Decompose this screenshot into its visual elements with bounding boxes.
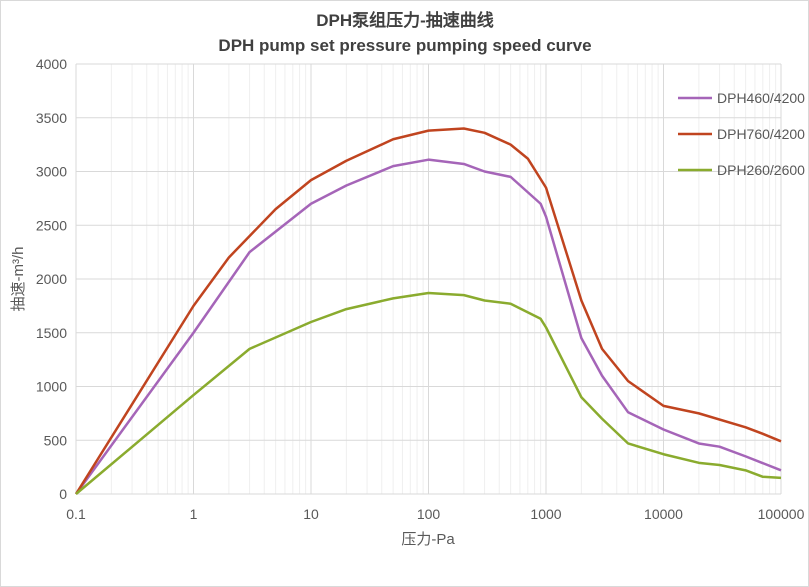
- x-tick-label: 0.1: [66, 506, 86, 522]
- x-tick-label: 100: [417, 506, 441, 522]
- x-tick-label: 10: [303, 506, 319, 522]
- legend-label: DPH760/4200: [717, 126, 805, 142]
- y-tick-label: 1500: [36, 325, 67, 341]
- tick-labels: 0 500 1000 1500 2000 2500 3000 3500 4000 0.1 1 10 10…: [36, 56, 805, 522]
- x-axis-label: 压力-Pa: [401, 531, 455, 548]
- series-line-DPH460-4200: [74, 158, 782, 495]
- y-tick-label: 4000: [36, 56, 67, 72]
- grid: [75, 63, 782, 495]
- y-tick-label: 3000: [36, 164, 67, 180]
- legend-label: DPH460/4200: [717, 90, 805, 106]
- y-tick-label: 3500: [36, 110, 67, 126]
- legend-label: DPH260/2600: [717, 162, 805, 178]
- legend: DPH460/4200 DPH760/4200 DPH260/2600: [678, 90, 805, 178]
- x-tick-label: 100000: [758, 506, 805, 522]
- y-axis-label: 抽速-m³/h: [10, 247, 27, 312]
- chart-subtitle: DPH pump set pressure pumping speed curv…: [218, 36, 591, 55]
- y-tick-label: 1000: [36, 379, 67, 395]
- chart-title: DPH泵组压力-抽速曲线: [316, 10, 494, 30]
- y-tick-label: 2500: [36, 217, 67, 233]
- x-tick-label: 1: [190, 506, 198, 522]
- y-tick-label: 500: [44, 432, 68, 448]
- x-tick-label: 1000: [530, 506, 561, 522]
- series-lines: [74, 127, 782, 495]
- x-tick-label: 10000: [644, 506, 683, 522]
- y-tick-label: 2000: [36, 271, 67, 287]
- y-tick-label: 0: [59, 486, 67, 502]
